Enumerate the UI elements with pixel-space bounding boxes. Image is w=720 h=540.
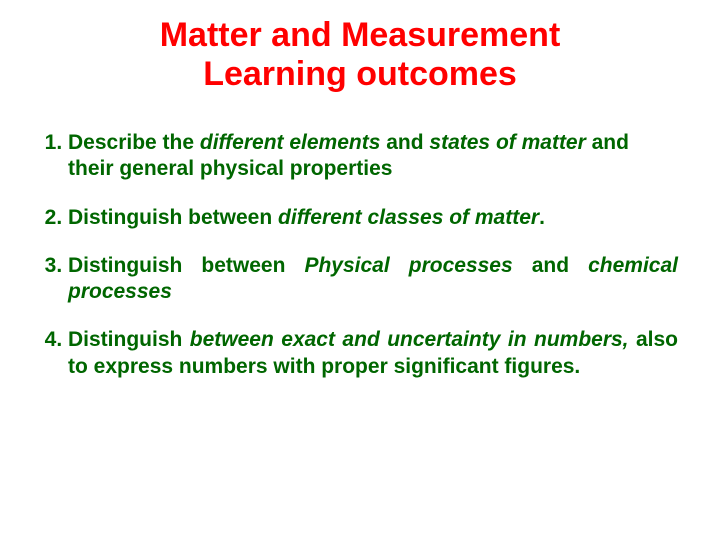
outcome-item-3: Distinguish between Physical processes a… bbox=[68, 253, 678, 306]
text: and bbox=[513, 254, 588, 277]
title-line-2: Learning outcomes bbox=[42, 55, 678, 94]
italic-text: different elements bbox=[200, 131, 381, 154]
italic-text: states of matter bbox=[429, 131, 585, 154]
slide-title: Matter and Measurement Learning outcomes bbox=[42, 16, 678, 94]
text: . bbox=[539, 206, 545, 229]
text: Distinguish bbox=[68, 328, 190, 351]
text: Distinguish between bbox=[68, 206, 278, 229]
slide: Matter and Measurement Learning outcomes… bbox=[0, 0, 720, 540]
title-line-1: Matter and Measurement bbox=[42, 16, 678, 55]
outcome-item-2: Distinguish between different classes of… bbox=[68, 205, 678, 231]
italic-text: Physical processes bbox=[304, 254, 512, 277]
italic-text: between exact and uncertainty in numbers… bbox=[190, 328, 629, 351]
outcomes-list: Describe the different elements and stat… bbox=[42, 130, 678, 380]
outcome-item-1: Describe the different elements and stat… bbox=[68, 130, 678, 183]
italic-text: different classes of matter bbox=[278, 206, 539, 229]
text: Distinguish between bbox=[68, 254, 304, 277]
outcome-item-4: Distinguish between exact and uncertaint… bbox=[68, 327, 678, 380]
text: and bbox=[380, 131, 429, 154]
text: Describe the bbox=[68, 131, 200, 154]
